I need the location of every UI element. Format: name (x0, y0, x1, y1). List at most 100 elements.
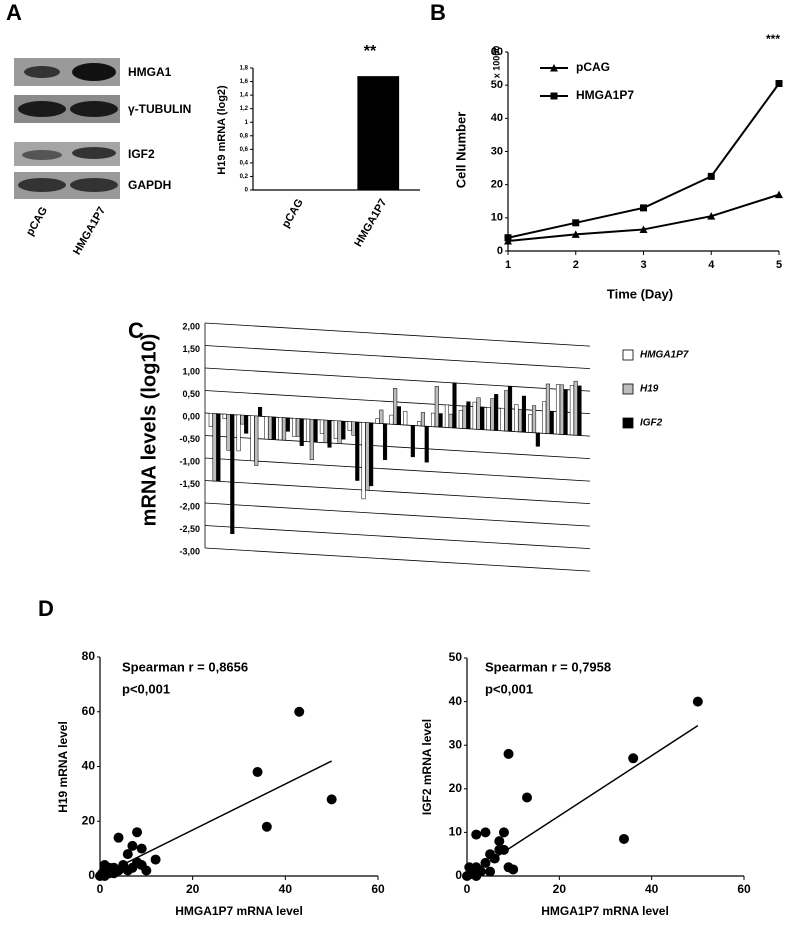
y-axis-label: H19 mRNA (log2) (216, 85, 228, 175)
bar (410, 425, 415, 458)
point (122, 865, 133, 876)
annotation: *** (766, 32, 780, 46)
y-tick-label: 0 (88, 868, 95, 882)
bar (309, 419, 314, 461)
bar (490, 398, 495, 431)
bar (417, 420, 422, 426)
bar (347, 421, 352, 431)
y-tick-label: 1,50 (182, 344, 200, 354)
x-axis-label: HMGA1P7 mRNA level (175, 904, 303, 918)
bar (448, 413, 453, 428)
point (122, 849, 133, 860)
bar (268, 416, 273, 440)
annotation: p<0,001 (485, 681, 533, 696)
bar (466, 401, 471, 429)
bar (521, 395, 527, 433)
x-tick-label: 40 (279, 882, 293, 896)
bar (351, 421, 356, 436)
bar (236, 414, 241, 452)
bar (295, 418, 300, 437)
point (494, 836, 505, 847)
blot-band (24, 66, 60, 78)
bar (430, 412, 436, 427)
point (471, 829, 482, 840)
legend-swatch (622, 349, 634, 361)
grid-line (204, 502, 591, 527)
x-tick-label: 0 (97, 882, 104, 896)
bar (531, 405, 537, 433)
x-tick-label: pCAG (280, 197, 306, 230)
panel-label: C (128, 318, 144, 343)
bar (458, 409, 463, 429)
bar (438, 413, 443, 428)
x-tick-label: 3 (640, 259, 646, 271)
y-tick-label: -2,50 (179, 524, 200, 534)
point (522, 792, 533, 803)
x-tick-label: 60 (371, 882, 385, 896)
bar (319, 419, 324, 434)
point (480, 827, 491, 838)
bar (281, 417, 287, 441)
y-axis-label: Cell Number (453, 112, 468, 189)
bar (226, 414, 231, 451)
bar (514, 404, 519, 432)
point (480, 857, 491, 868)
blot-band (70, 101, 118, 117)
bar (337, 420, 342, 444)
blot-band (70, 178, 118, 192)
bar (486, 407, 491, 431)
bar (292, 417, 297, 437)
bar (424, 425, 429, 463)
point (127, 840, 138, 851)
point (294, 706, 305, 717)
y-tick-label: 1,6 (240, 79, 249, 85)
x-tick-label: 2 (573, 259, 579, 271)
y-tick-label: 60 (491, 46, 503, 58)
bar (285, 417, 290, 432)
grid-line (204, 435, 591, 459)
marker (572, 219, 580, 227)
y-tick-label: 50 (491, 79, 503, 91)
y-tick-label: -1,00 (179, 456, 200, 466)
point (692, 696, 703, 707)
legend-swatch (622, 383, 634, 395)
protein-label: GAPDH (128, 178, 171, 192)
point (485, 866, 496, 877)
x-tick-label: 20 (553, 882, 567, 896)
y-tick-label: 0,8 (240, 133, 249, 139)
line (507, 193, 780, 243)
legend-swatch (622, 417, 634, 429)
bar (403, 411, 408, 426)
annotation: p<0,001 (122, 681, 170, 696)
bar (379, 409, 384, 424)
marker (707, 212, 716, 220)
bar (271, 416, 276, 440)
point (326, 794, 337, 805)
bar (361, 422, 366, 500)
marker (775, 190, 783, 199)
y-tick-label: 0,2 (240, 174, 249, 180)
y-tick-label: 0,50 (182, 389, 200, 399)
y-tick-label: 1,8 (240, 66, 249, 72)
y-tick-label: 1,2 (240, 106, 249, 112)
bar (549, 410, 554, 434)
y-tick-label: 1,4 (240, 93, 249, 99)
y-tick-label: 60 (82, 704, 96, 718)
point (261, 821, 272, 832)
point (150, 854, 161, 865)
bar (504, 390, 509, 432)
x-axis-label: HMGA1P7 mRNA level (541, 904, 669, 918)
blot-band (72, 147, 116, 159)
grid-line (204, 480, 591, 504)
bar (369, 422, 374, 487)
point (503, 748, 514, 759)
y-tick-label: 40 (449, 694, 463, 708)
bar (212, 413, 217, 482)
grid-line (204, 547, 591, 572)
bar (528, 414, 533, 433)
legend-label: HMGA1P7 (576, 88, 634, 102)
bar (250, 415, 255, 461)
grid-line (204, 345, 591, 369)
grid-line (204, 322, 591, 347)
bar (389, 414, 394, 425)
